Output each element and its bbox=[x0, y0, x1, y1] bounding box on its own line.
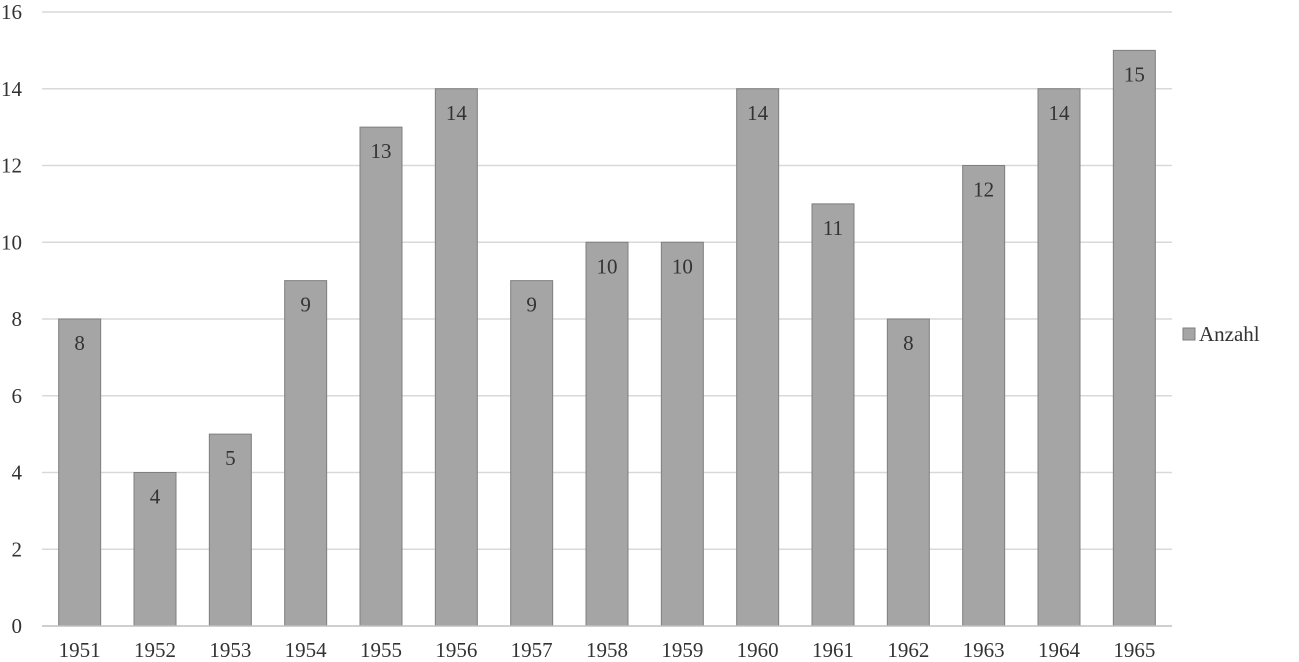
y-tick-label: 8 bbox=[12, 307, 23, 331]
data-label: 5 bbox=[225, 446, 236, 470]
x-tick-label: 1964 bbox=[1038, 638, 1081, 662]
y-tick-label: 16 bbox=[1, 0, 22, 24]
bar bbox=[208, 433, 252, 627]
x-tick-label: 1959 bbox=[661, 638, 703, 662]
data-label: 11 bbox=[823, 216, 843, 240]
x-tick-label: 1962 bbox=[887, 638, 929, 662]
data-label: 4 bbox=[150, 485, 161, 509]
bar bbox=[434, 88, 478, 627]
data-label: 12 bbox=[973, 178, 994, 202]
data-label: 14 bbox=[747, 101, 769, 125]
data-label: 10 bbox=[672, 254, 693, 278]
y-tick-label: 0 bbox=[12, 614, 23, 638]
data-label: 14 bbox=[1049, 101, 1071, 125]
bar bbox=[1112, 49, 1156, 627]
legend-label: Anzahl bbox=[1199, 322, 1260, 346]
bar bbox=[886, 318, 930, 627]
bar bbox=[510, 280, 554, 627]
bar bbox=[962, 165, 1006, 627]
y-axis-ticks: 0 2 4 6 8 10 12 14 16 bbox=[1, 0, 23, 638]
bar bbox=[585, 241, 629, 627]
bars: 8 4 5 9 13 14 9 10 10 14 11 8 12 14 15 bbox=[58, 49, 1156, 627]
x-tick-label: 1958 bbox=[586, 638, 628, 662]
y-tick-label: 12 bbox=[1, 154, 22, 178]
bar bbox=[736, 88, 780, 627]
legend: Anzahl bbox=[1182, 322, 1260, 346]
bar bbox=[284, 280, 328, 627]
x-tick-label: 1963 bbox=[963, 638, 1005, 662]
data-label: 15 bbox=[1124, 62, 1145, 86]
x-tick-label: 1951 bbox=[59, 638, 101, 662]
x-axis-ticks: 1951 1952 1953 1954 1955 1956 1957 1958 1959 1960… bbox=[59, 638, 1156, 662]
y-tick-label: 6 bbox=[12, 384, 23, 408]
bar bbox=[58, 318, 102, 627]
x-tick-label: 1953 bbox=[209, 638, 251, 662]
bar bbox=[1037, 88, 1081, 627]
x-tick-label: 1957 bbox=[511, 638, 553, 662]
x-tick-label: 1965 bbox=[1113, 638, 1155, 662]
y-tick-label: 14 bbox=[1, 77, 23, 101]
x-tick-label: 1952 bbox=[134, 638, 176, 662]
data-label: 10 bbox=[597, 254, 618, 278]
x-tick-label: 1956 bbox=[435, 638, 477, 662]
x-tick-label: 1961 bbox=[812, 638, 854, 662]
data-label: 9 bbox=[526, 293, 537, 317]
data-label: 8 bbox=[74, 331, 85, 355]
data-label: 8 bbox=[903, 331, 914, 355]
bar bbox=[660, 241, 704, 627]
bar bbox=[133, 472, 177, 627]
y-tick-label: 10 bbox=[1, 230, 22, 254]
x-tick-label: 1960 bbox=[737, 638, 779, 662]
y-tick-label: 2 bbox=[12, 537, 23, 561]
data-label: 9 bbox=[300, 293, 311, 317]
x-tick-label: 1954 bbox=[285, 638, 328, 662]
legend-swatch bbox=[1182, 327, 1196, 341]
data-label: 14 bbox=[446, 101, 468, 125]
data-label: 13 bbox=[371, 139, 392, 163]
bar bbox=[359, 126, 403, 627]
bar bbox=[811, 203, 855, 627]
y-tick-label: 4 bbox=[12, 461, 23, 485]
x-tick-label: 1955 bbox=[360, 638, 402, 662]
